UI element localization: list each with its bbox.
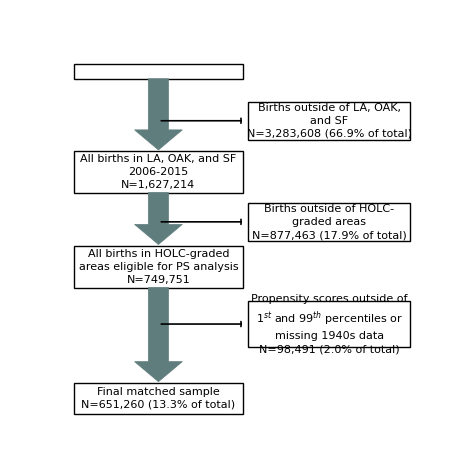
Polygon shape (135, 192, 182, 245)
FancyBboxPatch shape (248, 301, 410, 347)
Text: Births outside of LA, OAK,
and SF
N=3,283,608 (66.9% of total): Births outside of LA, OAK, and SF N=3,28… (247, 102, 412, 139)
FancyBboxPatch shape (74, 64, 243, 79)
Text: Propensity scores outside of
1$^{st}$ and 99$^{th}$ percentiles or
missing 1940s: Propensity scores outside of 1$^{st}$ an… (251, 294, 408, 354)
Text: Final matched sample
N=651,260 (13.3% of total): Final matched sample N=651,260 (13.3% of… (82, 386, 236, 410)
Text: Births outside of HOLC-
graded areas
N=877,463 (17.9% of total): Births outside of HOLC- graded areas N=8… (252, 204, 407, 240)
FancyBboxPatch shape (74, 246, 243, 288)
FancyBboxPatch shape (248, 101, 410, 140)
Text: All births in LA, OAK, and SF
2006-2015
N=1,627,214: All births in LA, OAK, and SF 2006-2015 … (80, 154, 237, 190)
FancyBboxPatch shape (74, 151, 243, 193)
Polygon shape (135, 79, 182, 150)
Polygon shape (135, 288, 182, 382)
FancyBboxPatch shape (74, 383, 243, 414)
FancyBboxPatch shape (248, 203, 410, 241)
Text: All births in HOLC-graded
areas eligible for PS analysis
N=749,751: All births in HOLC-graded areas eligible… (79, 248, 238, 285)
